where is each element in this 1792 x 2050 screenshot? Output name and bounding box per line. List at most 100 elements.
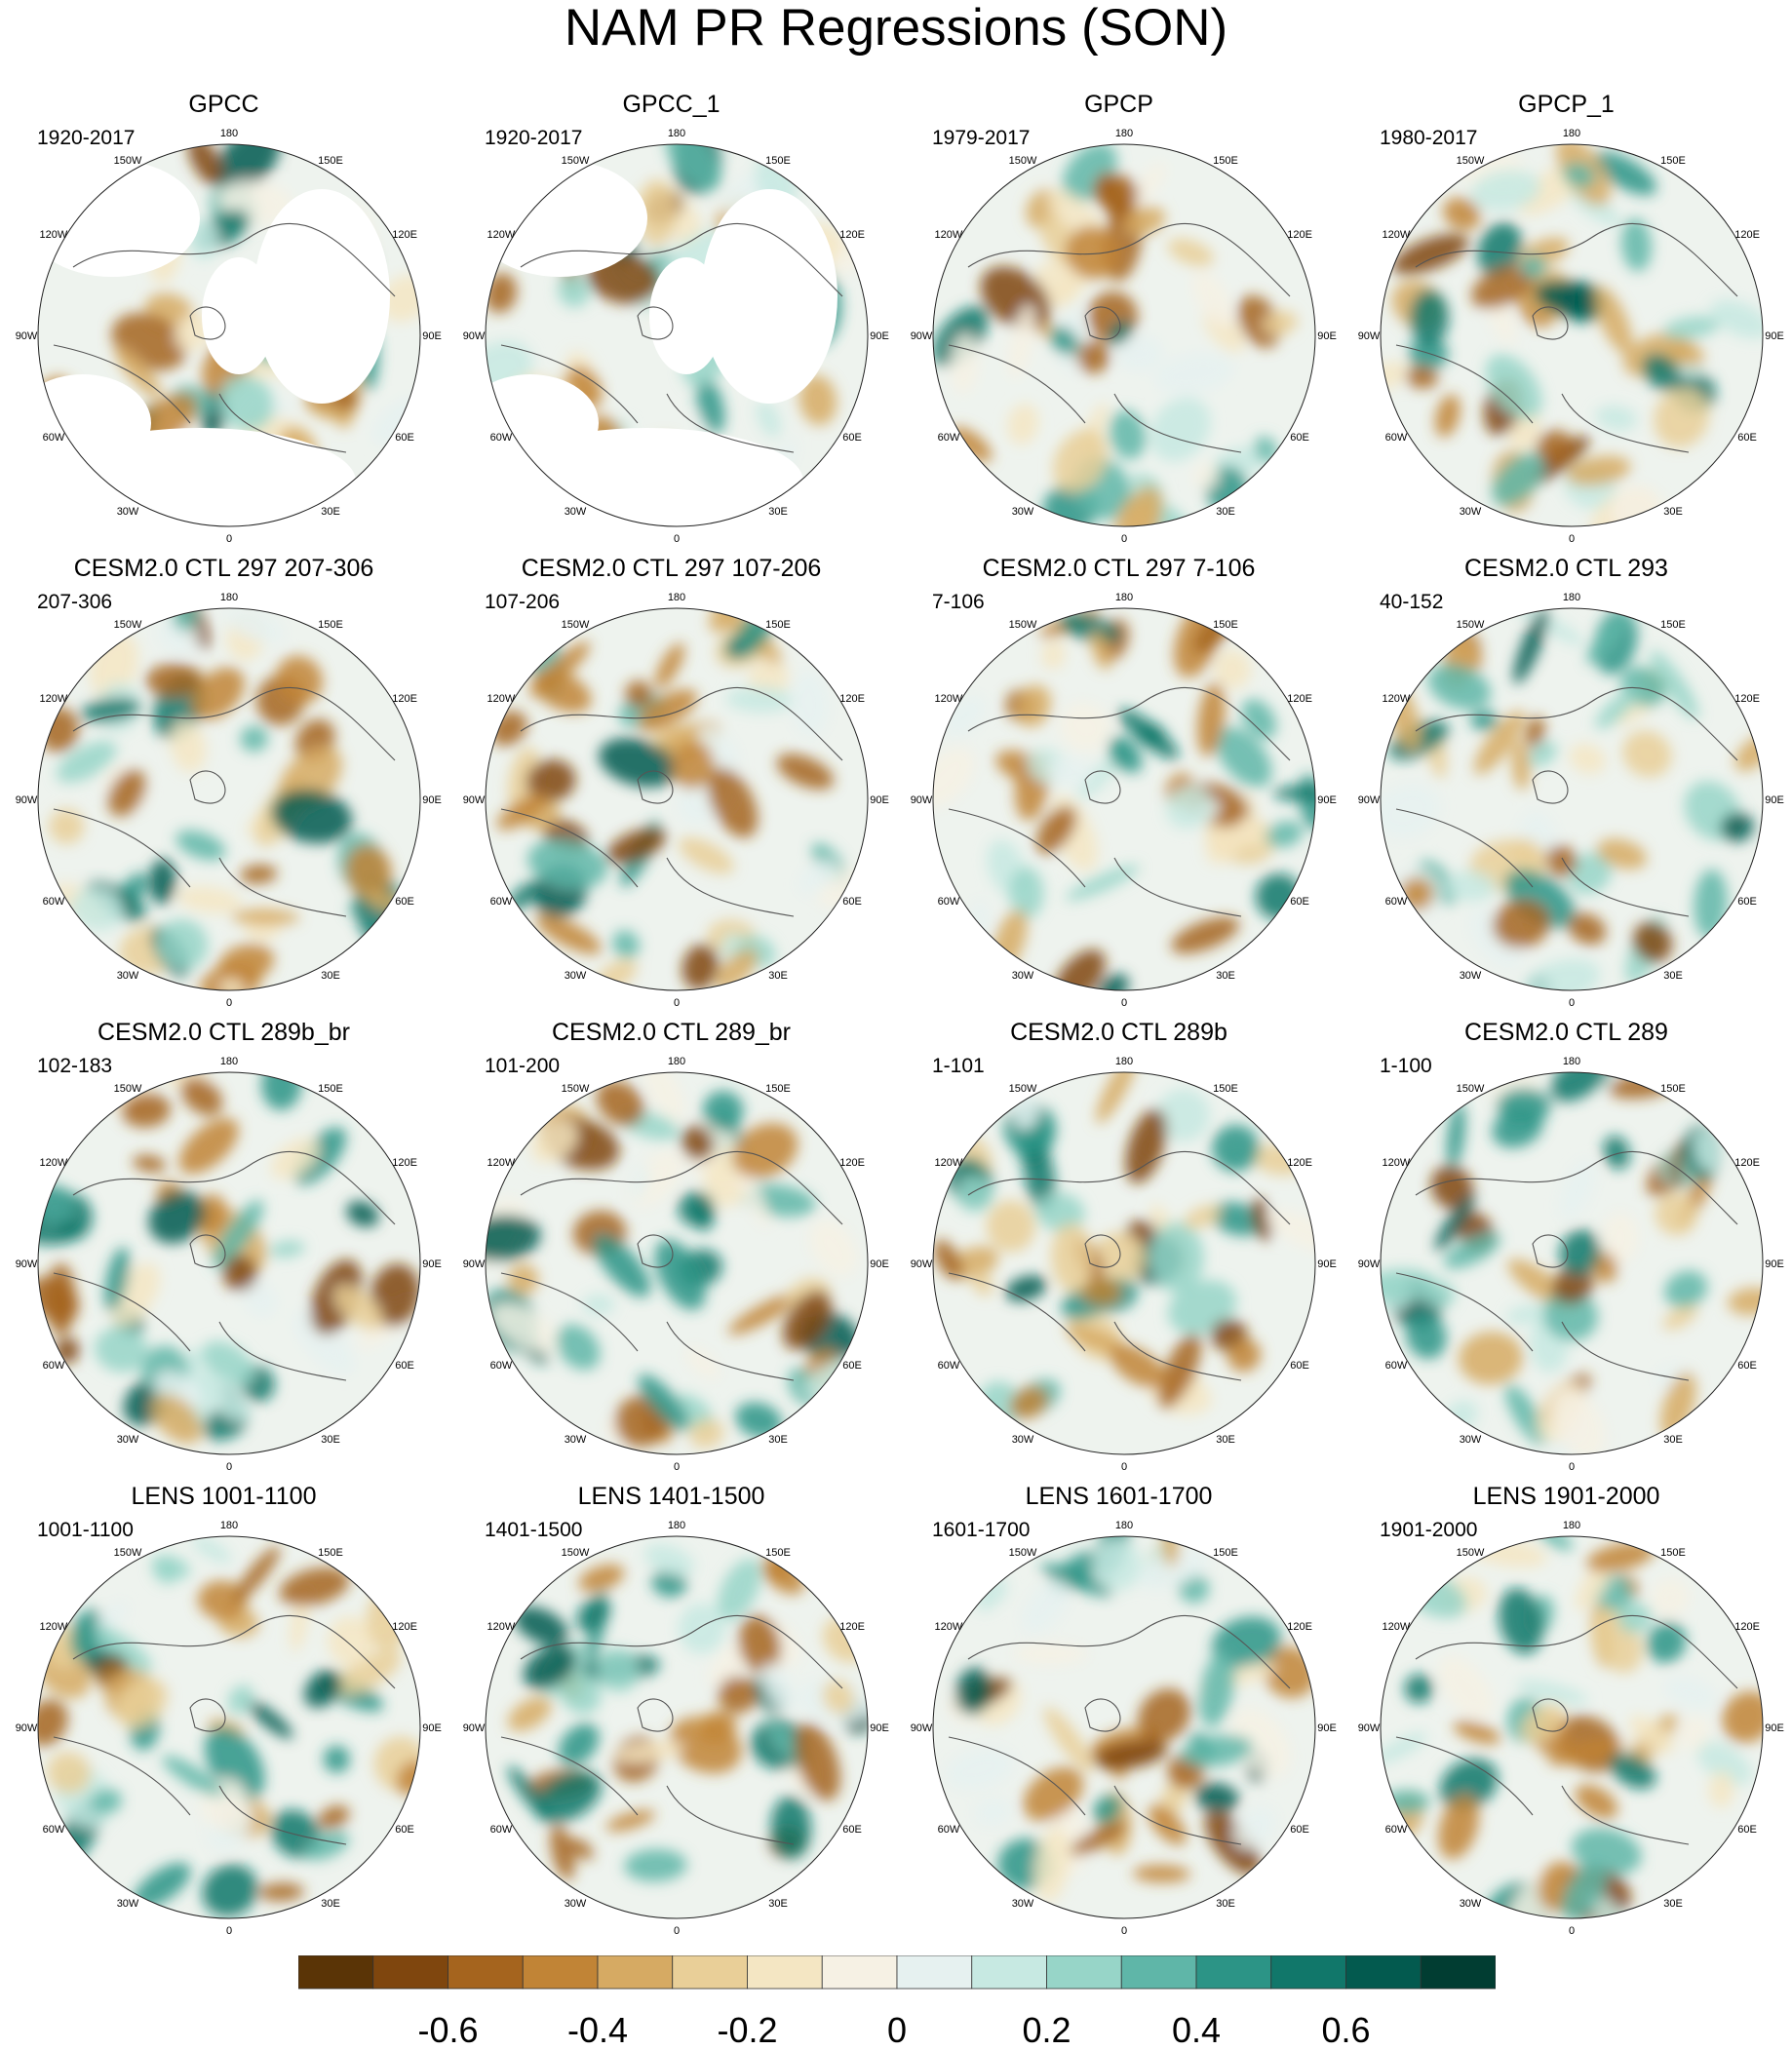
polar-map: 180 150E 120E 90E 60E 30E 0 30W 60W 90W 120W 150W (1358, 128, 1784, 545)
colorbar-swatches (297, 1954, 1497, 1990)
longitude-label: 180 (668, 1056, 685, 1067)
longitude-label: 90W (16, 330, 38, 342)
map-panel: CESM2.0 CTL 297 7-106 7-106 180 150E 120E 90E… (895, 554, 1343, 1017)
anomaly-field (702, 1091, 744, 1131)
anomaly-field (654, 642, 685, 689)
longitude-label: 120E (1734, 229, 1760, 241)
anomaly-field (1035, 806, 1076, 854)
longitude-label: 150W (114, 1547, 142, 1559)
longitude-label: 30W (1460, 1434, 1482, 1446)
anomaly-field (178, 1117, 239, 1175)
anomaly-field (1070, 1821, 1127, 1856)
longitude-label: 150E (1660, 155, 1686, 167)
panel-period: 40-152 (1380, 591, 1444, 613)
map-boundary (485, 607, 869, 991)
anomaly-field (526, 759, 576, 802)
longitude-label: 150W (562, 619, 590, 631)
longitude-label: 150E (318, 1083, 343, 1095)
anomaly-field (1132, 162, 1166, 206)
anomaly-field (671, 742, 715, 790)
anomaly-field (1093, 1539, 1142, 1591)
map-panel: LENS 1601-1700 1601-1700 180 150E 120E 90E 60E… (895, 1482, 1343, 1945)
anomaly-field (1092, 1795, 1122, 1824)
anomaly-field (170, 719, 207, 773)
anomaly-field (1728, 1287, 1763, 1316)
anomaly-field (1241, 698, 1277, 740)
anomaly-field (975, 1577, 1008, 1611)
longitude-label: 90W (1358, 1722, 1381, 1734)
anomaly-field (1492, 1107, 1543, 1148)
panel-period: 1920-2017 (485, 127, 583, 149)
anomaly-field (1168, 1280, 1237, 1335)
anomaly-field (1212, 1124, 1260, 1172)
polar-map: 180 150E 120E 90E 60E 30E 0 30W 60W 90W 120W 150W (463, 1056, 889, 1473)
anomaly-field (346, 1200, 379, 1227)
panel-title: LENS 1601-1700 (1025, 1483, 1213, 1510)
panel-period: 107-206 (485, 591, 561, 613)
anomaly-field (1720, 812, 1754, 842)
longitude-label: 60W (1385, 432, 1408, 444)
anomaly-field (698, 725, 739, 768)
colorbar-tick-label: 0.2 (1022, 2010, 1071, 2050)
longitude-label: 150E (318, 155, 343, 167)
anomaly-field (1381, 1268, 1438, 1302)
panel-title: GPCP_1 (1518, 91, 1615, 118)
anomaly-field (1525, 716, 1545, 749)
longitude-label: 30E (1216, 970, 1235, 982)
colorbar-swatch (1345, 1954, 1422, 1990)
longitude-label: 120E (1287, 229, 1312, 241)
longitude-label: 30W (1012, 1898, 1034, 1910)
longitude-label: 150W (1009, 619, 1037, 631)
anomaly-field (202, 1864, 258, 1917)
anomaly-field (49, 808, 85, 844)
anomaly-field (955, 1667, 993, 1715)
longitude-label: 150W (114, 1083, 142, 1095)
anomaly-field (1410, 290, 1449, 347)
anomaly-field (1079, 1276, 1122, 1306)
anomaly-field (665, 144, 721, 192)
anomaly-field (1655, 1192, 1697, 1236)
anomaly-field (1405, 1312, 1447, 1359)
colorbar-tick-label: -0.2 (717, 2010, 778, 2050)
anomaly-field (558, 1723, 600, 1766)
map-panel: GPCC 1920-2017 180 150E 120E 90E 60E 30E 0 30W 60W… (0, 90, 448, 553)
longitude-label: 0 (1569, 1925, 1575, 1937)
map-panel: CESM2.0 CTL 297 207-306 207-306 180 150E 120… (0, 554, 448, 1017)
anomaly-field (809, 1219, 857, 1277)
panel-title: CESM2.0 CTL 293 (1464, 555, 1668, 582)
map-background (933, 608, 1315, 990)
colorbar-swatch (1120, 1954, 1197, 1990)
panel-title: GPCC_1 (622, 91, 721, 118)
longitude-label: 180 (1563, 128, 1580, 139)
longitude-label: 120E (1287, 1621, 1312, 1633)
anomaly-field (1520, 1704, 1566, 1744)
anomaly-field (1629, 1715, 1674, 1755)
anomaly-field (1445, 870, 1497, 902)
colorbar-tick-label: -0.6 (417, 2010, 479, 2050)
anomaly-field (651, 1569, 687, 1598)
longitude-label: 180 (1115, 1056, 1133, 1067)
longitude-label: 150E (1660, 1547, 1686, 1559)
longitude-label: 30E (1663, 1898, 1683, 1910)
chart-title: NAM PR Regressions (SON) (564, 0, 1228, 57)
anomaly-field (276, 655, 323, 705)
longitude-label: 120W (487, 1621, 516, 1633)
anomaly-field (718, 1676, 759, 1714)
coastline (500, 1614, 843, 1845)
anomaly-field (685, 1347, 721, 1379)
map-boundary (485, 1535, 869, 1919)
longitude-label: 90W (1358, 794, 1381, 806)
panel-title: CESM2.0 CTL 289 (1464, 1019, 1668, 1046)
anomaly-field (534, 1771, 602, 1823)
anomaly-field (1138, 1688, 1191, 1743)
anomaly-field (70, 887, 124, 931)
colorbar-swatch (297, 1954, 374, 1990)
anomaly-field (370, 1263, 420, 1327)
map-boundary (932, 1535, 1316, 1919)
longitude-label: 120E (1287, 1157, 1312, 1169)
anomaly-field (1033, 1827, 1071, 1902)
anomaly-field (1109, 736, 1143, 773)
anomaly-field (1523, 958, 1600, 990)
longitude-label: 90W (911, 330, 933, 342)
polar-map: 180 150E 120E 90E 60E 30E 0 30W 60W 90W 120W 150W (911, 1056, 1337, 1473)
